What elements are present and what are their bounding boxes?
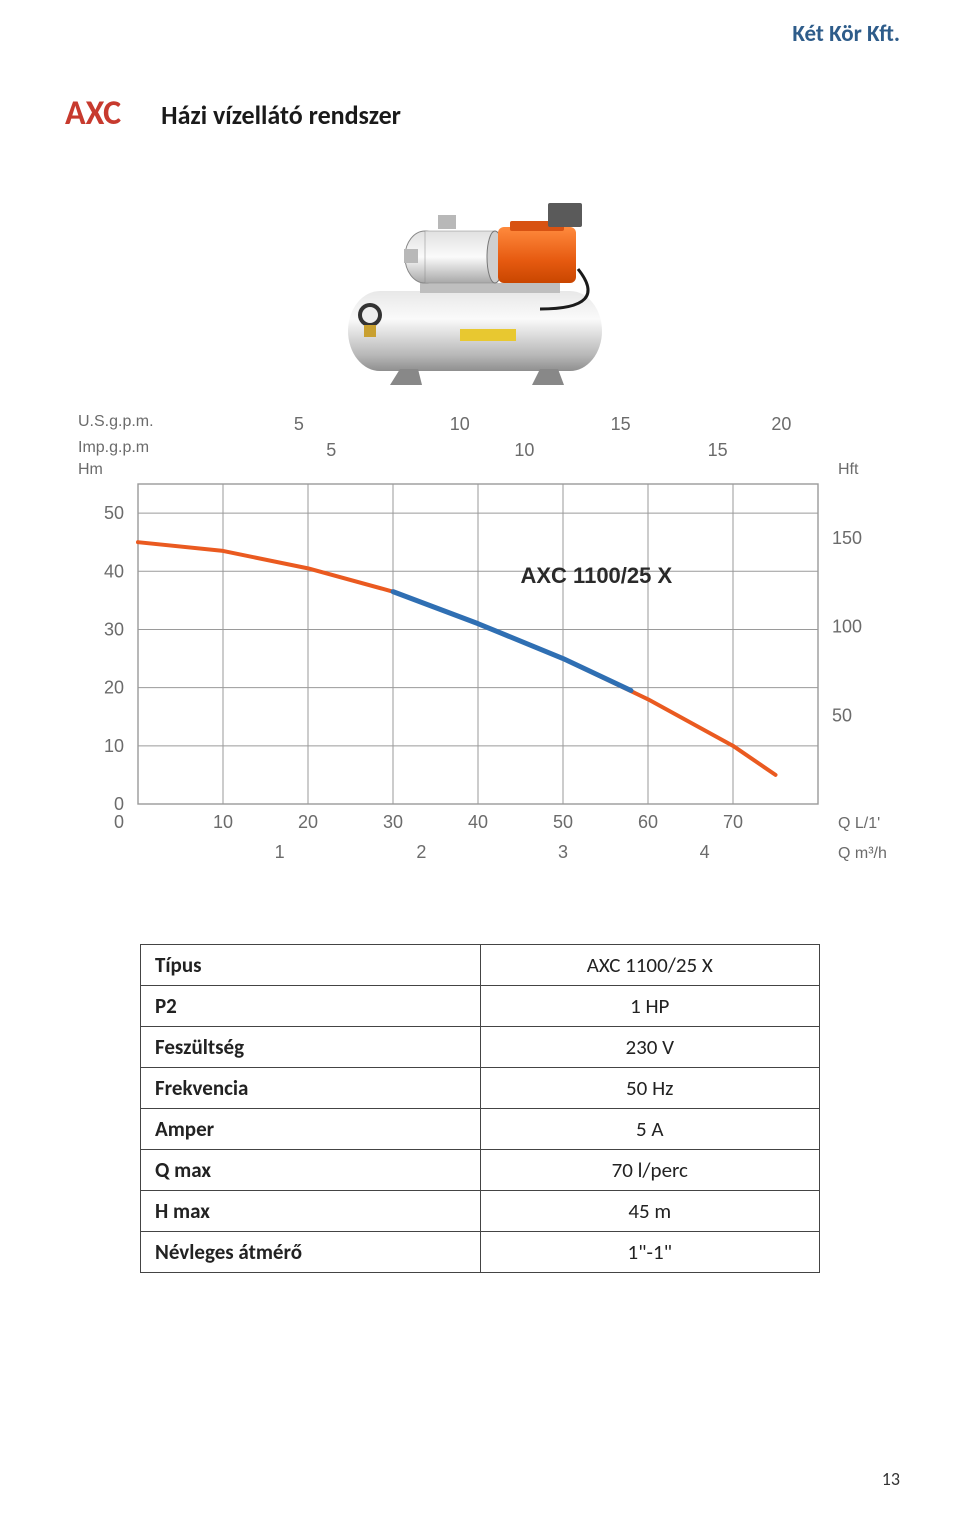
svg-text:60: 60 [637,812,657,832]
table-row: Q max70 l/perc [141,1150,820,1191]
spec-label: P2 [141,986,481,1027]
svg-text:20: 20 [771,414,791,434]
svg-text:50: 50 [552,812,572,832]
svg-text:U.S.g.p.m.: U.S.g.p.m. [78,413,154,430]
svg-text:10: 10 [514,440,534,460]
svg-text:15: 15 [707,440,727,460]
performance-chart: U.S.g.p.m.5101520Imp.g.p.m51015HmHft0102… [68,404,893,894]
svg-text:30: 30 [382,812,402,832]
spec-label: Q max [141,1150,481,1191]
svg-text:5: 5 [326,440,336,460]
table-row: TípusAXC 1100/25 X [141,945,820,986]
spec-value: AXC 1100/25 X [480,945,820,986]
svg-text:Q L/1': Q L/1' [838,815,880,832]
svg-text:0: 0 [113,812,123,832]
spec-table: TípusAXC 1100/25 XP21 HPFeszültség230 VF… [140,944,820,1273]
svg-text:Hft: Hft [838,461,859,478]
svg-text:50: 50 [832,705,852,725]
svg-text:10: 10 [212,812,232,832]
spec-label: Típus [141,945,481,986]
table-row: P21 HP [141,986,820,1027]
svg-text:4: 4 [699,842,709,862]
svg-text:2: 2 [416,842,426,862]
svg-text:10: 10 [449,414,469,434]
table-row: Frekvencia50 Hz [141,1068,820,1109]
spec-value: 1"-1" [480,1232,820,1273]
svg-text:15: 15 [610,414,630,434]
product-code: AXC [65,93,121,134]
table-row: Feszültség230 V [141,1027,820,1068]
spec-label: Névleges átmérő [141,1232,481,1273]
spec-value: 50 Hz [480,1068,820,1109]
svg-text:40: 40 [103,561,123,581]
svg-text:150: 150 [832,528,862,548]
spec-label: Amper [141,1109,481,1150]
svg-text:20: 20 [103,678,123,698]
svg-text:Hm: Hm [78,461,103,478]
svg-text:100: 100 [832,617,862,637]
company-header: Két Kör Kft. [60,20,900,48]
svg-text:70: 70 [722,812,742,832]
svg-text:50: 50 [103,503,123,523]
svg-text:3: 3 [558,842,568,862]
svg-text:5: 5 [293,414,303,434]
table-row: H max45 m [141,1191,820,1232]
svg-text:AXC 1100/25 X: AXC 1100/25 X [520,563,672,588]
svg-text:40: 40 [467,812,487,832]
page-number: 13 [882,1468,900,1490]
spec-value: 45 m [480,1191,820,1232]
spec-value: 5 A [480,1109,820,1150]
spec-label: Frekvencia [141,1068,481,1109]
spec-value: 230 V [480,1027,820,1068]
spec-value: 70 l/perc [480,1150,820,1191]
svg-text:0: 0 [113,794,123,814]
svg-text:30: 30 [103,619,123,639]
product-name: Házi vízellátó rendszer [161,99,401,131]
spec-label: H max [141,1191,481,1232]
product-image [310,159,650,389]
spec-label: Feszültség [141,1027,481,1068]
svg-text:10: 10 [103,736,123,756]
table-row: Amper5 A [141,1109,820,1150]
svg-text:1: 1 [274,842,284,862]
svg-text:Imp.g.p.m: Imp.g.p.m [78,439,149,456]
title-row: AXC Házi vízellátó rendszer [60,93,900,134]
svg-text:Q m³/h: Q m³/h [838,845,887,862]
table-row: Névleges átmérő1"-1" [141,1232,820,1273]
svg-text:20: 20 [297,812,317,832]
spec-value: 1 HP [480,986,820,1027]
